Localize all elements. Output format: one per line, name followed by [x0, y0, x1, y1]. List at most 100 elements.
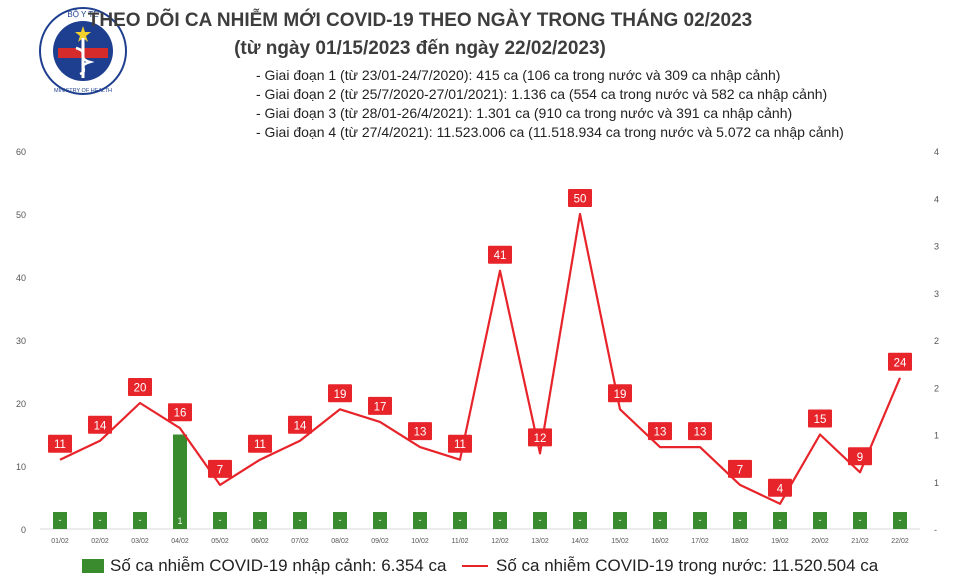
bar-value-label: - — [779, 515, 782, 525]
bar — [213, 512, 227, 529]
y-right-tick-label: 4 — [934, 147, 939, 157]
line-value-badge — [488, 245, 512, 264]
x-tick-label: 04/02 — [171, 538, 189, 545]
line-value-badge — [608, 384, 632, 403]
bar — [373, 512, 387, 529]
line-value-badge — [528, 428, 552, 447]
logo-top-text: BỘ Y TẾ — [67, 9, 98, 19]
y-right-tick-label: - — [934, 525, 937, 535]
phase-note: - Giai đoạn 1 (từ 23/01-24/7/2020): 415 … — [256, 67, 781, 83]
line-value-label: 13 — [694, 427, 707, 439]
bar-value-label: - — [139, 515, 142, 525]
x-tick-label: 22/02 — [891, 538, 909, 545]
x-tick-label: 15/02 — [611, 538, 629, 545]
bar — [413, 512, 427, 529]
line-value-label: 13 — [654, 427, 667, 439]
bar — [733, 512, 747, 529]
chart-subtitle: (từ ngày 01/15/2023 đến ngày 22/02/2023) — [234, 38, 606, 59]
line-value-label: 11 — [54, 439, 66, 451]
bar-value-label: - — [379, 515, 382, 525]
y-right-tick-label: 1 — [934, 431, 939, 441]
bar — [493, 512, 507, 529]
bar — [333, 512, 347, 529]
x-tick-label: 13/02 — [531, 538, 549, 545]
bar — [293, 512, 307, 529]
line-value-badge — [48, 434, 72, 453]
line-value-label: 11 — [454, 439, 466, 451]
bar-value-label: - — [99, 515, 102, 525]
y-left-tick-label: 60 — [16, 147, 26, 157]
bar — [693, 512, 707, 529]
y-left-tick-label: 30 — [16, 336, 26, 346]
phase-note: - Giai đoạn 2 (từ 25/7/2020-27/01/2021):… — [256, 86, 828, 102]
line-value-label: 4 — [777, 483, 784, 495]
x-tick-label: 11/02 — [452, 538, 469, 545]
line-value-label: 19 — [614, 389, 627, 401]
y-right-tick-label: 4 — [934, 194, 939, 204]
x-tick-label: 20/02 — [811, 538, 829, 545]
y-left-tick-label: 40 — [16, 273, 26, 283]
bar-value-label: - — [899, 515, 902, 525]
line-value-badge — [728, 459, 752, 478]
legend-line-label: Số ca nhiễm COVID-19 trong nước: 11.520.… — [496, 556, 879, 575]
y-left-tick-label: 20 — [16, 399, 26, 409]
line-value-badge — [288, 415, 312, 434]
line-value-badge — [808, 409, 832, 428]
bar-value-label: - — [619, 515, 622, 525]
y-left-tick-label: 10 — [16, 462, 26, 472]
bar — [453, 512, 467, 529]
ministry-logo: BỘ Y TẾ MINISTRY OF HEALTH — [38, 4, 128, 98]
caduceus-icon: BỘ Y TẾ MINISTRY OF HEALTH — [39, 7, 127, 95]
line-value-badge — [168, 403, 192, 422]
line-value-badge — [88, 415, 112, 434]
x-tick-label: 21/02 — [851, 538, 869, 545]
bar — [533, 512, 547, 529]
line-value-label: 9 — [857, 452, 863, 464]
y-right-tick-label: 2 — [934, 383, 939, 393]
bar-value-label: - — [59, 515, 62, 525]
line-value-badge — [888, 352, 912, 371]
bar-value-label: - — [699, 515, 702, 525]
line-value-label: 16 — [174, 408, 187, 420]
line-value-label: 20 — [134, 383, 147, 395]
bar-value-label: - — [859, 515, 862, 525]
line-value-badge — [768, 478, 792, 497]
bar — [93, 512, 107, 529]
legend-bar-label: Số ca nhiễm COVID-19 nhập cảnh: 6.354 ca — [110, 556, 447, 575]
chart-title: THEO DÕI CA NHIỄM MỚI COVID-19 THEO NGÀY… — [87, 10, 753, 31]
bar-value-label: 1 — [177, 516, 182, 526]
x-tick-label: 01/02 — [51, 538, 69, 545]
bar-value-label: - — [419, 515, 422, 525]
y-left-tick-label: 50 — [16, 210, 26, 220]
line-value-badge — [648, 422, 672, 441]
bar — [173, 434, 187, 529]
x-tick-label: 16/02 — [651, 538, 669, 545]
bar-value-label: - — [539, 515, 542, 525]
bar-value-label: - — [499, 515, 502, 525]
y-left-tick-label: 0 — [21, 525, 26, 535]
bar — [813, 512, 827, 529]
phase-note: - Giai đoạn 3 (từ 28/01-26/4/2021): 1.30… — [256, 105, 793, 121]
bar-value-label: - — [579, 515, 582, 525]
bar — [853, 512, 867, 529]
line-value-label: 24 — [894, 357, 907, 369]
y-right-tick-label: 2 — [934, 336, 939, 346]
y-right-tick-label: 3 — [934, 289, 939, 299]
x-tick-label: 09/02 — [371, 538, 389, 545]
bar — [613, 512, 627, 529]
logo-bottom-text: MINISTRY OF HEALTH — [54, 88, 112, 94]
bar — [573, 512, 587, 529]
bar-value-label: - — [259, 515, 262, 525]
line-series — [59, 212, 902, 505]
x-tick-label: 08/02 — [331, 538, 349, 545]
x-tick-label: 19/02 — [771, 538, 789, 545]
bar — [893, 512, 907, 529]
legend-item-bar: Số ca nhiễm COVID-19 nhập cảnh: 6.354 ca — [82, 556, 446, 576]
line-value-label: 7 — [737, 464, 743, 476]
x-tick-label: 06/02 — [251, 538, 269, 545]
legend-item-line: Số ca nhiễm COVID-19 trong nước: 11.520.… — [462, 556, 878, 576]
x-tick-label: 03/02 — [131, 538, 149, 545]
line-value-label: 11 — [254, 439, 266, 451]
phase-notes: - Giai đoạn 1 (từ 23/01-24/7/2020): 415 … — [256, 66, 844, 142]
